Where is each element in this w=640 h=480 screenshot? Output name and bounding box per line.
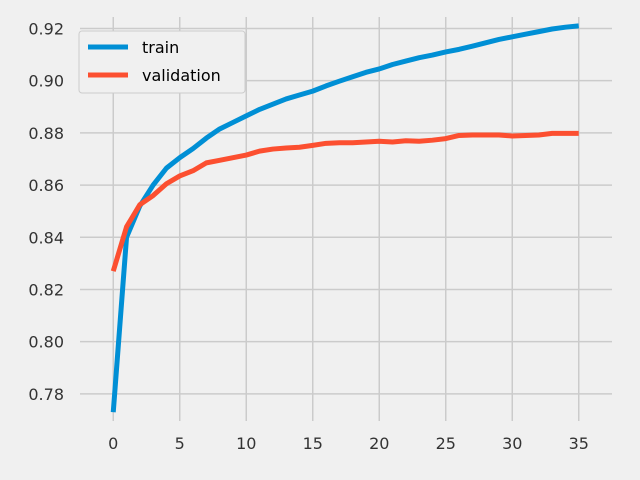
y-tick-label: 0.92 bbox=[28, 19, 64, 38]
x-tick-label: 25 bbox=[436, 434, 456, 453]
y-tick-label: 0.82 bbox=[28, 280, 64, 299]
x-tick-label: 5 bbox=[175, 434, 185, 453]
x-tick-label: 15 bbox=[303, 434, 323, 453]
series-lines bbox=[110, 23, 579, 413]
y-axis-ticks: 0.78 0.80 0.82 0.84 0.86 0.88 0.90 0.92 bbox=[28, 19, 64, 403]
y-tick-label: 0.88 bbox=[28, 124, 64, 143]
y-tick-label: 0.90 bbox=[28, 72, 64, 91]
x-tick-label: 10 bbox=[236, 434, 256, 453]
x-tick-label: 35 bbox=[569, 434, 589, 453]
y-tick-label: 0.78 bbox=[28, 385, 64, 404]
series-line-train bbox=[110, 23, 579, 413]
x-tick-label: 20 bbox=[369, 434, 389, 453]
series-line-validation bbox=[110, 130, 579, 272]
x-tick-label: 0 bbox=[108, 434, 118, 453]
x-tick-label: 30 bbox=[502, 434, 522, 453]
legend-label-train: train bbox=[142, 38, 179, 57]
y-tick-label: 0.80 bbox=[28, 333, 64, 352]
y-tick-label: 0.86 bbox=[28, 176, 64, 195]
y-tick-label: 0.84 bbox=[28, 228, 64, 247]
legend-label-validation: validation bbox=[142, 66, 221, 85]
x-axis-ticks: 0 5 10 15 20 25 30 35 bbox=[108, 434, 589, 453]
legend: train validation bbox=[78, 30, 246, 94]
